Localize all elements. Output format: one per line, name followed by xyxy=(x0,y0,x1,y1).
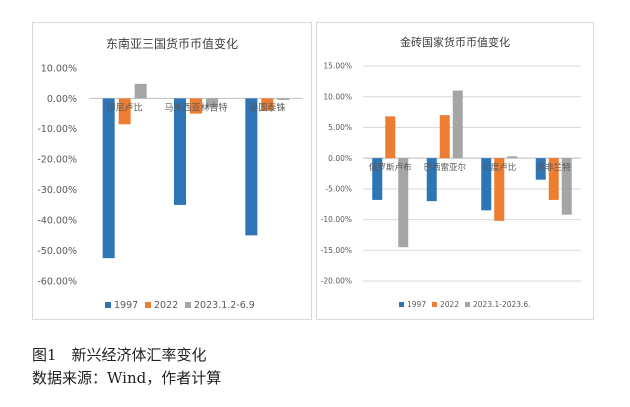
chart-panel-southeast-asia: 东南亚三国货币币值变化 10.00% 0.00% -10.00% -20.00% -30.… xyxy=(32,22,312,320)
chart-title: 金砖国家货币币值变化 xyxy=(400,35,510,49)
bar-1 xyxy=(174,98,186,205)
chart-svg-brics: 金砖国家货币币值变化 15.00% 10.00% 5.00% 0.00% -5.00% -1… xyxy=(321,35,581,309)
bar-2 xyxy=(494,158,505,221)
bar-3 xyxy=(134,83,147,99)
bar-3 xyxy=(561,158,572,215)
category-label: 俄罗斯卢布 xyxy=(369,162,412,173)
bar-2 xyxy=(548,158,559,200)
y-tick-label: 0.00% xyxy=(328,154,352,163)
category-label: 巴西雷亚尔 xyxy=(423,162,466,173)
y-tick-label: -30.00% xyxy=(37,185,77,196)
legend-label: 1997 xyxy=(114,300,138,311)
figure-caption: 图1 新兴经济体汇率变化 数据来源：Wind，作者计算 xyxy=(32,344,221,390)
category-label: 马来西亚林吉特 xyxy=(164,101,227,113)
y-tick-label: -15.00% xyxy=(321,246,352,255)
y-tick-label: -20.00% xyxy=(37,155,77,166)
chart-svg-southeast-asia: 东南亚三国货币币值变化 10.00% 0.00% -10.00% -20.00% -30.… xyxy=(37,36,303,311)
bar-1 xyxy=(426,158,437,202)
y-tick-label: -5.00% xyxy=(325,184,352,193)
bar-3 xyxy=(452,90,463,159)
legend-swatch-3 xyxy=(185,302,191,308)
bar-2 xyxy=(261,98,274,111)
y-tick-label: -10.00% xyxy=(37,124,77,135)
y-tick-label: 0.00% xyxy=(47,94,77,105)
category-label: 印度卢比 xyxy=(482,162,516,173)
bar-3 xyxy=(398,158,409,248)
bar-2 xyxy=(385,116,396,159)
bar-1 xyxy=(245,98,258,236)
bar-1 xyxy=(535,158,546,180)
y-tick-label: 10.00% xyxy=(41,63,77,74)
bar-2 xyxy=(190,98,202,114)
legend-swatch-1 xyxy=(399,302,404,307)
legend-label: 2023.1-2023.6. xyxy=(473,300,531,309)
y-tick-label: -10.00% xyxy=(321,215,352,224)
y-tick-label: 5.00% xyxy=(328,123,352,132)
legend-label: 2022 xyxy=(154,300,178,311)
category-label: 印尼卢比 xyxy=(107,101,143,113)
legend-swatch-2 xyxy=(145,302,151,308)
chart-title: 东南亚三国货币币值变化 xyxy=(106,36,238,51)
legend-label: 2022 xyxy=(440,300,459,309)
legend-swatch-2 xyxy=(432,302,437,307)
bar-1 xyxy=(102,98,115,259)
legend-swatch-1 xyxy=(105,302,111,308)
legend-label: 1997 xyxy=(407,300,426,309)
y-tick-label: -60.00% xyxy=(37,276,77,287)
y-tick-label: -20.00% xyxy=(321,277,352,286)
figure-title: 图1 新兴经济体汇率变化 xyxy=(32,346,207,364)
bar-2 xyxy=(439,115,450,159)
y-tick-label: -40.00% xyxy=(37,215,77,226)
bar-3 xyxy=(507,156,518,159)
bar-1 xyxy=(481,158,492,211)
bar-3 xyxy=(277,98,290,100)
y-tick-label: 10.00% xyxy=(323,92,352,101)
legend-swatch-3 xyxy=(465,302,470,307)
data-source: 数据来源：Wind，作者计算 xyxy=(32,369,222,387)
y-tick-label: 15.00% xyxy=(323,62,352,71)
bar-2 xyxy=(118,98,131,125)
y-tick-label: -50.00% xyxy=(37,246,77,257)
bar-1 xyxy=(372,158,383,200)
category-label: 泰国泰铢 xyxy=(249,101,285,113)
chart-panel-brics: 金砖国家货币币值变化 15.00% 10.00% 5.00% 0.00% -5.00% -1… xyxy=(316,22,594,320)
legend-label: 2023.1.2-6.9 xyxy=(194,300,255,311)
bar-3 xyxy=(206,98,218,108)
category-label: 南非兰特 xyxy=(537,162,572,173)
